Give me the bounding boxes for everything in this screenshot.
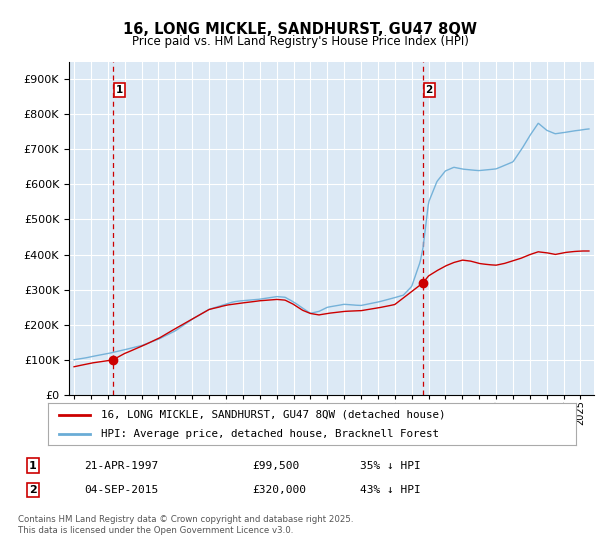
Text: 43% ↓ HPI: 43% ↓ HPI — [360, 485, 421, 495]
Text: £99,500: £99,500 — [252, 461, 299, 471]
Text: Price paid vs. HM Land Registry's House Price Index (HPI): Price paid vs. HM Land Registry's House … — [131, 35, 469, 48]
Text: 16, LONG MICKLE, SANDHURST, GU47 8QW (detached house): 16, LONG MICKLE, SANDHURST, GU47 8QW (de… — [101, 409, 445, 419]
Text: 04-SEP-2015: 04-SEP-2015 — [84, 485, 158, 495]
Text: 21-APR-1997: 21-APR-1997 — [84, 461, 158, 471]
Text: 35% ↓ HPI: 35% ↓ HPI — [360, 461, 421, 471]
Text: 1: 1 — [115, 85, 122, 95]
Text: 2: 2 — [425, 85, 433, 95]
Text: Contains HM Land Registry data © Crown copyright and database right 2025.
This d: Contains HM Land Registry data © Crown c… — [18, 515, 353, 535]
Text: 1: 1 — [29, 461, 37, 471]
Text: HPI: Average price, detached house, Bracknell Forest: HPI: Average price, detached house, Brac… — [101, 429, 439, 439]
Text: £320,000: £320,000 — [252, 485, 306, 495]
Text: 2: 2 — [29, 485, 37, 495]
Text: 16, LONG MICKLE, SANDHURST, GU47 8QW: 16, LONG MICKLE, SANDHURST, GU47 8QW — [123, 22, 477, 38]
